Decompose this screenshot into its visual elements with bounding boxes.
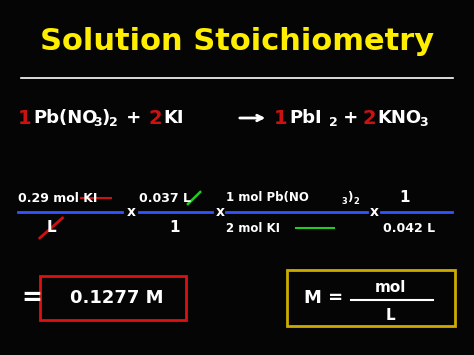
Text: =: =	[21, 286, 42, 310]
Text: +: +	[120, 109, 147, 127]
Text: 3: 3	[342, 197, 347, 207]
Text: Pb(NO: Pb(NO	[33, 109, 98, 127]
Text: 2: 2	[109, 116, 118, 130]
Text: x: x	[370, 205, 379, 219]
Text: 1 mol Pb(NO: 1 mol Pb(NO	[226, 191, 309, 204]
Text: L: L	[386, 308, 396, 323]
Text: 3: 3	[419, 116, 428, 130]
Text: x: x	[216, 205, 225, 219]
Text: 1: 1	[400, 191, 410, 206]
Text: +: +	[337, 109, 365, 127]
Text: 1: 1	[169, 220, 180, 235]
Text: ): )	[101, 109, 109, 127]
Text: 2: 2	[363, 109, 376, 127]
Text: 2: 2	[148, 109, 162, 127]
Bar	[287, 270, 455, 326]
Text: 2: 2	[329, 116, 338, 130]
Text: 2 mol KI: 2 mol KI	[226, 222, 280, 235]
Text: KNO: KNO	[378, 109, 422, 127]
Text: 1: 1	[274, 109, 287, 127]
Text: mol: mol	[375, 280, 407, 295]
Text: M =: M =	[304, 289, 343, 307]
Text: 0.037 L: 0.037 L	[139, 191, 191, 204]
Text: ): )	[347, 191, 353, 204]
Text: 1: 1	[18, 109, 32, 127]
Text: 0.29 mol KI: 0.29 mol KI	[18, 191, 98, 204]
Text: L: L	[46, 220, 56, 235]
Text: 3: 3	[93, 116, 102, 130]
Text: 0.042 L: 0.042 L	[383, 222, 436, 235]
Text: 2: 2	[353, 197, 359, 207]
Text: 0.1277 M: 0.1277 M	[71, 289, 164, 307]
Text: KI: KI	[164, 109, 184, 127]
Text: x: x	[127, 205, 136, 219]
Text: Solution Stoichiometry: Solution Stoichiometry	[40, 27, 434, 56]
Bar	[40, 276, 186, 320]
Text: PbI: PbI	[289, 109, 321, 127]
